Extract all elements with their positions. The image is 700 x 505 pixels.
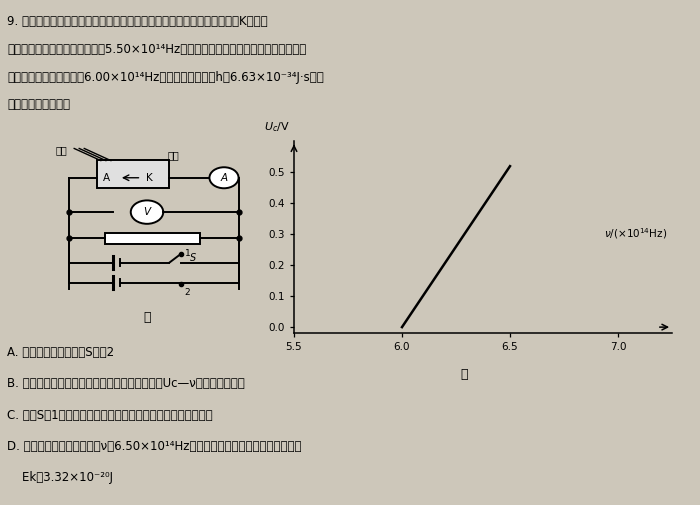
Text: D. 如果实验中入射光的频率ν＝6.50×10¹⁴Hz，则产生的光电子的最大初动能约为: D. 如果实验中入射光的频率ν＝6.50×10¹⁴Hz，则产生的光电子的最大初动… xyxy=(7,440,302,453)
Text: 窗口: 窗口 xyxy=(168,150,180,161)
Text: $\nu$/(×10$^{14}$Hz): $\nu$/(×10$^{14}$Hz) xyxy=(604,226,667,241)
Text: 下列说法中正确的是: 下列说法中正确的是 xyxy=(7,98,70,112)
Text: A. 要测遏止电压，开关S应接2: A. 要测遏止电压，开关S应接2 xyxy=(7,346,114,359)
Text: $U_c$/V: $U_c$/V xyxy=(264,120,290,134)
Text: 1: 1 xyxy=(185,248,190,258)
Circle shape xyxy=(131,200,163,224)
Text: 乙: 乙 xyxy=(461,368,468,381)
Bar xyxy=(105,233,200,244)
Text: A: A xyxy=(220,173,228,183)
Text: S: S xyxy=(190,254,197,264)
Text: B. 换用极限频率比钠大的金属做该实验，得到的Uc—ν图线斜率将变大: B. 换用极限频率比钠大的金属做该实验，得到的Uc—ν图线斜率将变大 xyxy=(7,377,245,390)
Text: A: A xyxy=(103,173,110,183)
Text: Ek＝3.32×10⁻²⁰J: Ek＝3.32×10⁻²⁰J xyxy=(7,471,113,484)
Text: K: K xyxy=(146,173,153,183)
Text: 用金属钠制成，钠的极限频率为5.50×10¹⁴Hz，该直线与横轴平行线无交点，且这条直: 用金属钠制成，钠的极限频率为5.50×10¹⁴Hz，该直线与横轴平行线无交点，且… xyxy=(7,43,307,56)
Text: 光束: 光束 xyxy=(56,145,68,156)
Text: 9. 如图甲所示是测光电效应现象的实验装置，某次实验中，光电管的阴极K的材料: 9. 如图甲所示是测光电效应现象的实验装置，某次实验中，光电管的阴极K的材料 xyxy=(7,15,267,28)
Circle shape xyxy=(209,167,239,188)
Text: 甲: 甲 xyxy=(144,311,150,324)
Text: 线与横轴交点的横坐标为6.00×10¹⁴Hz。已知普朗克常量h＝6.63×10⁻³⁴J·s，则: 线与横轴交点的横坐标为6.00×10¹⁴Hz。已知普朗克常量h＝6.63×10⁻… xyxy=(7,71,323,84)
Text: V: V xyxy=(144,207,150,217)
Text: C. 开关S接1时，将滑动变阻器向右滑动，电流表示数一定增大: C. 开关S接1时，将滑动变阻器向右滑动，电流表示数一定增大 xyxy=(7,409,213,422)
Text: 2: 2 xyxy=(185,288,190,297)
Bar xyxy=(97,160,169,188)
